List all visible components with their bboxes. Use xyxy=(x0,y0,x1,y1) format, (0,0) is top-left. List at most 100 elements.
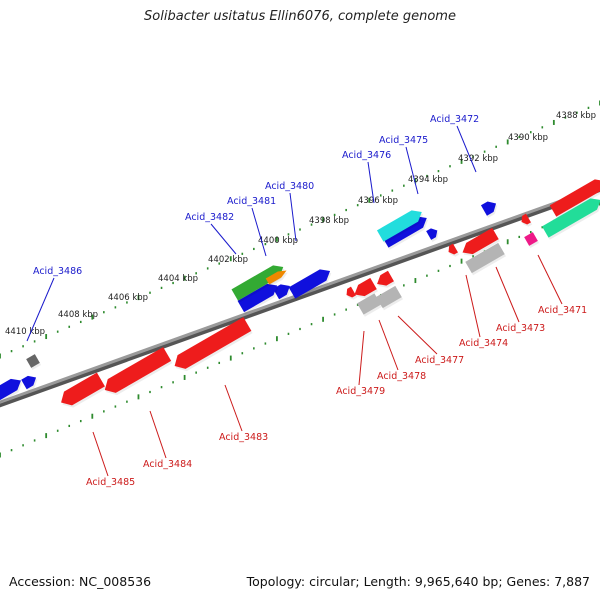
map-title: Solibacter usitatus Ellin6076, complete … xyxy=(144,9,456,24)
tick-label: 4400 kbp xyxy=(258,236,298,246)
gene-label-reverse: Acid_3473 xyxy=(496,323,545,334)
gene-arrow-red-r4-body xyxy=(462,227,499,255)
gene-arrow-red-r4 xyxy=(462,227,500,257)
leader-line xyxy=(378,319,399,371)
gene-arrow-red-r7 xyxy=(377,270,396,288)
gene-arrow-red-r14-body xyxy=(61,372,105,406)
gene-arrow-orange-f10 xyxy=(265,270,288,287)
gene-arrow-blue-f8 xyxy=(237,283,279,315)
gene-arrow-blue-f6-body xyxy=(288,269,331,299)
gene-arrow-red-r2-body xyxy=(521,213,531,225)
leader-line xyxy=(210,223,237,255)
gene-arrow-red-f1-body xyxy=(549,179,600,217)
tick-rows xyxy=(0,100,600,458)
gene-label-forward: Acid_3476 xyxy=(342,150,391,161)
gene-box-pink-r3-body xyxy=(524,232,538,246)
tick-label: 4406 kbp xyxy=(108,293,148,303)
gene-arrow-blue-f13-body xyxy=(21,375,37,390)
leader-line xyxy=(289,192,297,242)
tick-label: 4402 kbp xyxy=(208,255,248,265)
gene-arrow-red-r6-body xyxy=(448,243,458,255)
tick-label: 4404 kbp xyxy=(158,274,198,284)
gene-arrow-red-r9-body xyxy=(346,286,356,298)
gene-arrow-red-r2 xyxy=(521,213,533,227)
gene-label-forward: Acid_3472 xyxy=(430,114,479,125)
gene-arrow-blue-f2-body xyxy=(480,201,497,216)
gene-arrow-teal-r1 xyxy=(542,198,600,240)
gene-label-reverse: Acid_3485 xyxy=(86,477,135,488)
gene-label-reverse: Acid_3471 xyxy=(538,305,587,316)
leader-line xyxy=(92,431,109,477)
gene-arrow-red-r12 xyxy=(174,317,253,372)
gene-arrow-red-r6 xyxy=(448,243,460,257)
gene-label-reverse: Acid_3477 xyxy=(415,355,464,366)
gene-arrow-blue-f3 xyxy=(381,216,429,250)
tick-label: 4396 kbp xyxy=(358,196,398,206)
gene-box-grey-r5 xyxy=(465,242,506,276)
leader-line xyxy=(397,315,438,355)
gene-box-grey-r10-body xyxy=(376,285,402,309)
leader-line xyxy=(465,274,481,338)
gene-arrow-red-r8-body xyxy=(354,277,377,297)
gene-label-forward: Acid_3475 xyxy=(379,135,428,146)
gene-arrow-red-r13 xyxy=(104,347,173,396)
leader-line xyxy=(405,146,419,195)
leader-line xyxy=(251,207,267,257)
tick-label: 4398 kbp xyxy=(309,216,349,226)
gene-box-grey-r11 xyxy=(357,293,383,317)
gene-arrow-blue-f3-body xyxy=(381,216,427,248)
gene-arrow-blue-f5-body xyxy=(426,228,438,240)
gene-arrow-red-r8 xyxy=(354,277,379,299)
tick-label: 4390 kbp xyxy=(508,133,548,143)
gene-label-forward: Acid_3480 xyxy=(265,181,314,192)
gene-box-pink-r3 xyxy=(524,232,540,248)
gene-arrow-blue-f2 xyxy=(480,201,498,218)
tick-label: 4394 kbp xyxy=(408,175,448,185)
gene-arrow-red-r12-body xyxy=(174,317,252,369)
gene-arrow-orange-f10-body xyxy=(265,270,287,285)
leader-line xyxy=(456,125,477,173)
gene-label-reverse: Acid_3478 xyxy=(377,371,426,382)
leader-line xyxy=(495,266,520,323)
feature-layer xyxy=(0,179,600,408)
gene-box-grey-r5-body xyxy=(465,242,505,274)
gene-label-reverse: Acid_3484 xyxy=(143,459,192,470)
gene-arrow-red-f1 xyxy=(549,179,600,219)
leader-line xyxy=(224,384,243,432)
gene-arrow-blue-f6 xyxy=(288,269,332,301)
gene-arrow-blue-f7-body xyxy=(273,284,290,300)
gene-label-reverse: Acid_3483 xyxy=(219,432,268,443)
forward-tick-row xyxy=(0,100,600,359)
topology-text: Topology: circular; Length: 9,965,640 bp… xyxy=(246,574,590,589)
gene-arrow-red-r14 xyxy=(61,372,107,408)
gene-arrow-teal-r1-body xyxy=(542,198,600,238)
tick-label: 4392 kbp xyxy=(458,154,498,164)
gene-label-reverse: Acid_3474 xyxy=(459,338,508,349)
gene-arrow-blue-f13 xyxy=(21,375,38,392)
gene-label-reverse: Acid_3479 xyxy=(336,386,385,397)
gene-box-grey-r10 xyxy=(376,285,404,311)
gene-label-forward: Acid_3486 xyxy=(33,266,82,277)
gene-box-grey-f11-body xyxy=(26,354,40,368)
backbone-shadow xyxy=(0,185,600,408)
gene-arrow-cyan-f4 xyxy=(376,210,424,244)
label-layer: 4388 kbp 4390 kbp 4392 kbp 4394 kbp 4396 kbp… xyxy=(5,111,596,488)
gene-box-grey-r11-body xyxy=(357,293,381,315)
gene-arrow-blue-f5 xyxy=(426,228,439,242)
gene-arrow-red-r7-body xyxy=(377,270,394,286)
tick-label: 4408 kbp xyxy=(58,310,98,320)
gene-arrow-cyan-f4-body xyxy=(376,210,422,242)
leader-line xyxy=(537,254,563,305)
leader-line xyxy=(26,277,55,342)
tick-label: 4388 kbp xyxy=(556,111,596,121)
gene-arrow-green-f9-body xyxy=(231,265,284,301)
gene-arrow-red-r9 xyxy=(346,286,358,300)
leader-line xyxy=(149,410,167,459)
gene-arrow-blue-f8-body xyxy=(237,283,278,313)
gene-label-forward: Acid_3482 xyxy=(185,212,234,223)
gene-arrow-blue-f7 xyxy=(273,284,292,302)
gene-arrow-red-r13-body xyxy=(104,347,172,393)
gene-box-grey-f11 xyxy=(26,354,42,370)
gene-arrow-blue-f12-body xyxy=(0,378,21,402)
